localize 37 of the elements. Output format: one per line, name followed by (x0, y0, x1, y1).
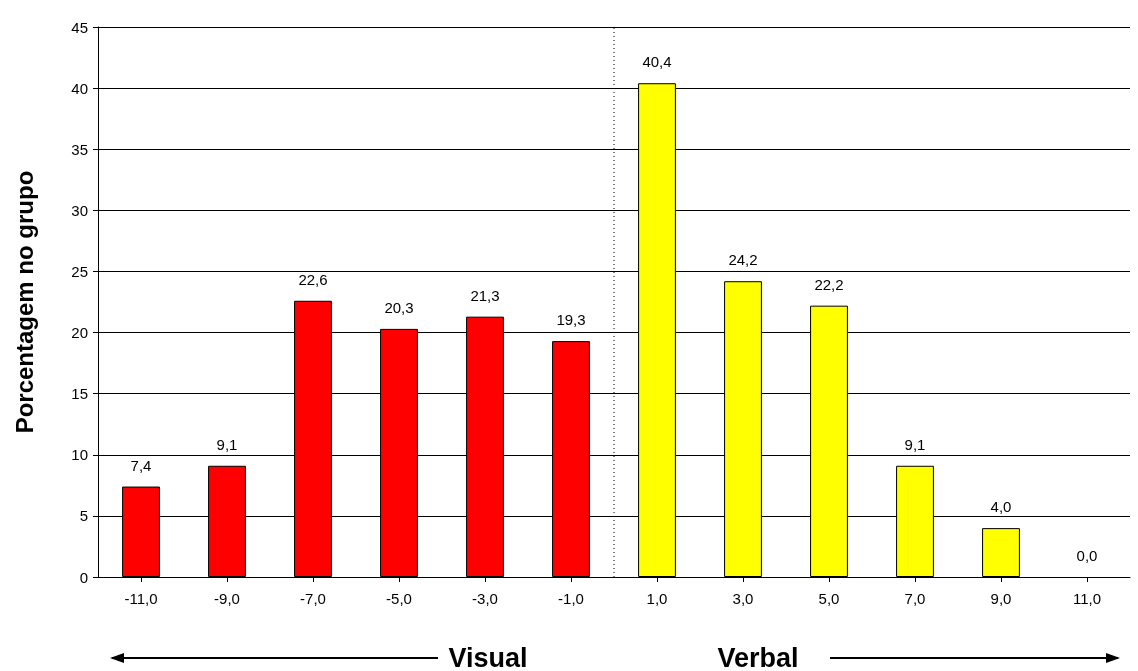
data-label: 24,2 (728, 251, 758, 269)
y-tick-label: 10 (71, 446, 88, 464)
x-tick-label: 5,0 (818, 590, 840, 607)
data-label: 21,3 (470, 286, 500, 304)
x-tick-label: -7,0 (300, 590, 326, 607)
y-tick-label: 15 (71, 385, 88, 403)
x-tick-label: -9,0 (214, 590, 240, 607)
x-tick-label: -3,0 (472, 590, 498, 607)
data-label: 4,0 (990, 498, 1012, 516)
x-tick-label: 3,0 (732, 590, 754, 607)
y-tick-label: 35 (71, 140, 88, 158)
data-label: 7,4 (130, 456, 152, 474)
y-tick-label: 5 (79, 507, 88, 525)
y-tick-label: 25 (71, 262, 88, 280)
x-tick-label: 9,0 (990, 590, 1012, 607)
y-tick-label: 0 (79, 568, 88, 586)
x-tick-label: -11,0 (124, 590, 158, 607)
data-label: 40,4 (642, 53, 672, 71)
data-label: 9,1 (216, 435, 238, 453)
x-tick-label: 11,0 (1072, 590, 1102, 607)
text: Visual (448, 643, 528, 671)
y-axis-title: Porcentagem no grupo (10, 170, 38, 434)
x-tick-label: 7,0 (904, 590, 926, 607)
data-label: 22,2 (814, 275, 844, 293)
data-label: 22,6 (298, 270, 328, 288)
data-label: 19,3 (556, 311, 586, 329)
text: Verbal (717, 643, 799, 671)
x-tick-label: 1,0 (646, 590, 668, 607)
data-label: 9,1 (904, 435, 926, 453)
data-label: 0,0 (1076, 547, 1098, 564)
x-tick-label: -1,0 (558, 590, 584, 607)
y-tick-label: 40 (71, 79, 88, 97)
data-label: 20,3 (384, 298, 414, 316)
y-tick-label: 45 (71, 18, 88, 36)
y-tick-label: 20 (71, 324, 88, 342)
y-tick-label: 30 (71, 201, 88, 219)
x-tick-label: -5,0 (386, 590, 412, 607)
